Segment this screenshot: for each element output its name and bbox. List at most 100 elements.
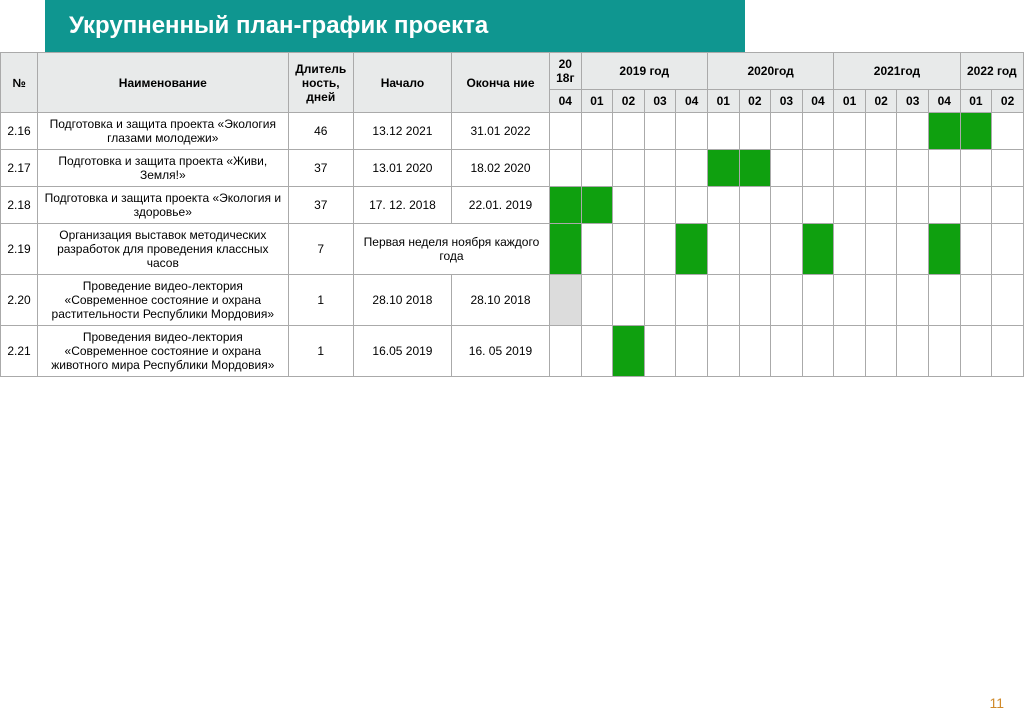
gantt-cell	[707, 275, 739, 326]
gantt-cell	[771, 113, 803, 150]
gantt-cell	[613, 275, 645, 326]
gantt-cell	[550, 150, 582, 187]
cell-start: 13.01 2020	[353, 150, 451, 187]
table-row: 2.18Подготовка и защита проекта «Экологи…	[1, 187, 1024, 224]
gantt-cell	[771, 326, 803, 377]
gantt-cell	[897, 224, 929, 275]
gantt-cell	[960, 187, 992, 224]
gantt-cell	[707, 187, 739, 224]
table-header: № Наименование Длитель ность, дней Начал…	[1, 53, 1024, 113]
gantt-cell	[897, 326, 929, 377]
cell-end: 31.01 2022	[451, 113, 549, 150]
gantt-cell	[992, 113, 1024, 150]
gantt-cell	[644, 113, 676, 150]
col-quarter: 02	[992, 90, 1024, 113]
gantt-cell	[676, 187, 708, 224]
gantt-cell	[897, 275, 929, 326]
gantt-cell	[865, 187, 897, 224]
gantt-cell	[581, 275, 613, 326]
gantt-cell	[581, 113, 613, 150]
gantt-cell	[992, 326, 1024, 377]
col-dur: Длитель ность, дней	[288, 53, 353, 113]
col-quarter: 03	[771, 90, 803, 113]
gantt-cell	[802, 150, 834, 187]
col-quarter: 03	[644, 90, 676, 113]
gantt-cell	[771, 224, 803, 275]
cell-name: Подготовка и защита проекта «Живи, Земля…	[38, 150, 289, 187]
gantt-cell	[739, 187, 771, 224]
col-quarter: 01	[707, 90, 739, 113]
gantt-cell	[707, 113, 739, 150]
gantt-cell	[897, 150, 929, 187]
gantt-cell	[581, 224, 613, 275]
cell-start: 16.05 2019	[353, 326, 451, 377]
gantt-cell	[960, 113, 992, 150]
cell-name: Организация выставок методических разраб…	[38, 224, 289, 275]
gantt-cell	[834, 224, 866, 275]
col-name: Наименование	[38, 53, 289, 113]
gantt-cell	[707, 224, 739, 275]
cell-end: 18.02 2020	[451, 150, 549, 187]
gantt-cell	[550, 113, 582, 150]
gantt-cell	[960, 326, 992, 377]
gantt-cell	[739, 150, 771, 187]
cell-duration: 1	[288, 275, 353, 326]
col-quarter: 02	[613, 90, 645, 113]
gantt-cell	[613, 113, 645, 150]
cell-name: Подготовка и защита проекта «Экология гл…	[38, 113, 289, 150]
table-row: 2.21Проведения видео-лектория «Современн…	[1, 326, 1024, 377]
gantt-cell	[676, 275, 708, 326]
cell-start: 17. 12. 2018	[353, 187, 451, 224]
table-row: 2.19Организация выставок методических ра…	[1, 224, 1024, 275]
gantt-cell	[834, 275, 866, 326]
gantt-cell	[613, 326, 645, 377]
cell-num: 2.21	[1, 326, 38, 377]
cell-num: 2.20	[1, 275, 38, 326]
gantt-cell	[992, 187, 1024, 224]
cell-duration: 37	[288, 150, 353, 187]
col-end: Оконча ние	[451, 53, 549, 113]
col-quarter: 03	[897, 90, 929, 113]
cell-duration: 7	[288, 224, 353, 275]
gantt-cell	[834, 326, 866, 377]
col-quarter: 02	[739, 90, 771, 113]
cell-name: Подготовка и защита проекта «Экология и …	[38, 187, 289, 224]
gantt-cell	[676, 326, 708, 377]
gantt-cell	[865, 326, 897, 377]
cell-num: 2.19	[1, 224, 38, 275]
cell-start: 13.12 2021	[353, 113, 451, 150]
gantt-cell	[739, 326, 771, 377]
cell-num: 2.17	[1, 150, 38, 187]
gantt-cell	[929, 113, 961, 150]
col-2020: 2020год	[707, 53, 833, 90]
gantt-cell	[707, 150, 739, 187]
gantt-cell	[929, 224, 961, 275]
gantt-cell	[581, 150, 613, 187]
table-row: 2.16Подготовка и защита проекта «Экологи…	[1, 113, 1024, 150]
gantt-cell	[613, 150, 645, 187]
table-row: 2.20Проведение видео-лектория «Современн…	[1, 275, 1024, 326]
gantt-cell	[960, 275, 992, 326]
gantt-cell	[897, 187, 929, 224]
gantt-cell	[929, 326, 961, 377]
cell-end: 28.10 2018	[451, 275, 549, 326]
gantt-cell	[834, 113, 866, 150]
cell-duration: 37	[288, 187, 353, 224]
gantt-cell	[676, 150, 708, 187]
col-2022: 2022 год	[960, 53, 1023, 90]
gantt-cell	[802, 224, 834, 275]
gantt-cell	[613, 224, 645, 275]
gantt-cell	[865, 150, 897, 187]
gantt-table: № Наименование Длитель ность, дней Начал…	[0, 52, 1024, 377]
gantt-cell	[865, 275, 897, 326]
col-quarter: 04	[676, 90, 708, 113]
col-quarter: 02	[865, 90, 897, 113]
gantt-cell	[834, 150, 866, 187]
cell-num: 2.16	[1, 113, 38, 150]
table-row: 2.17Подготовка и защита проекта «Живи, З…	[1, 150, 1024, 187]
col-quarter: 01	[581, 90, 613, 113]
gantt-cell	[960, 224, 992, 275]
cell-num: 2.18	[1, 187, 38, 224]
gantt-cell	[929, 187, 961, 224]
cell-duration: 46	[288, 113, 353, 150]
